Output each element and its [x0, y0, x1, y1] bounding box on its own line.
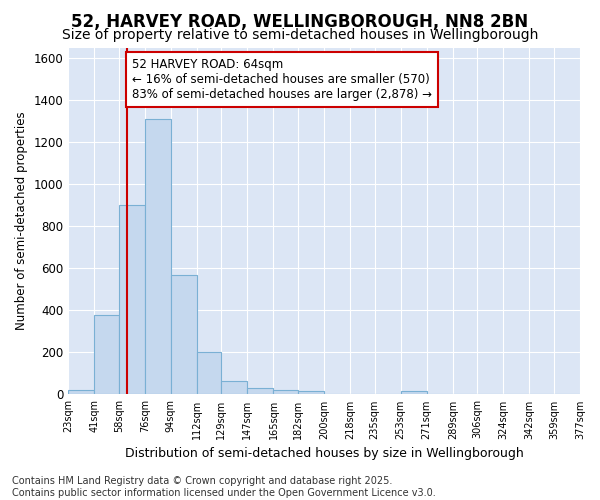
Bar — [274, 390, 298, 394]
Bar — [298, 392, 324, 394]
Text: 52, HARVEY ROAD, WELLINGBOROUGH, NN8 2BN: 52, HARVEY ROAD, WELLINGBOROUGH, NN8 2BN — [71, 12, 529, 30]
Bar — [119, 205, 145, 394]
Bar — [171, 274, 197, 394]
Bar — [247, 388, 274, 394]
Bar — [145, 119, 171, 394]
Bar — [94, 314, 119, 394]
Text: 52 HARVEY ROAD: 64sqm
← 16% of semi-detached houses are smaller (570)
83% of sem: 52 HARVEY ROAD: 64sqm ← 16% of semi-deta… — [132, 58, 432, 101]
X-axis label: Distribution of semi-detached houses by size in Wellingborough: Distribution of semi-detached houses by … — [125, 447, 523, 460]
Text: Contains HM Land Registry data © Crown copyright and database right 2025.
Contai: Contains HM Land Registry data © Crown c… — [12, 476, 436, 498]
Text: Size of property relative to semi-detached houses in Wellingborough: Size of property relative to semi-detach… — [62, 28, 538, 42]
Bar — [221, 381, 247, 394]
Bar — [68, 390, 94, 394]
Y-axis label: Number of semi-detached properties: Number of semi-detached properties — [15, 112, 28, 330]
Bar — [197, 352, 221, 395]
Bar — [401, 392, 427, 394]
